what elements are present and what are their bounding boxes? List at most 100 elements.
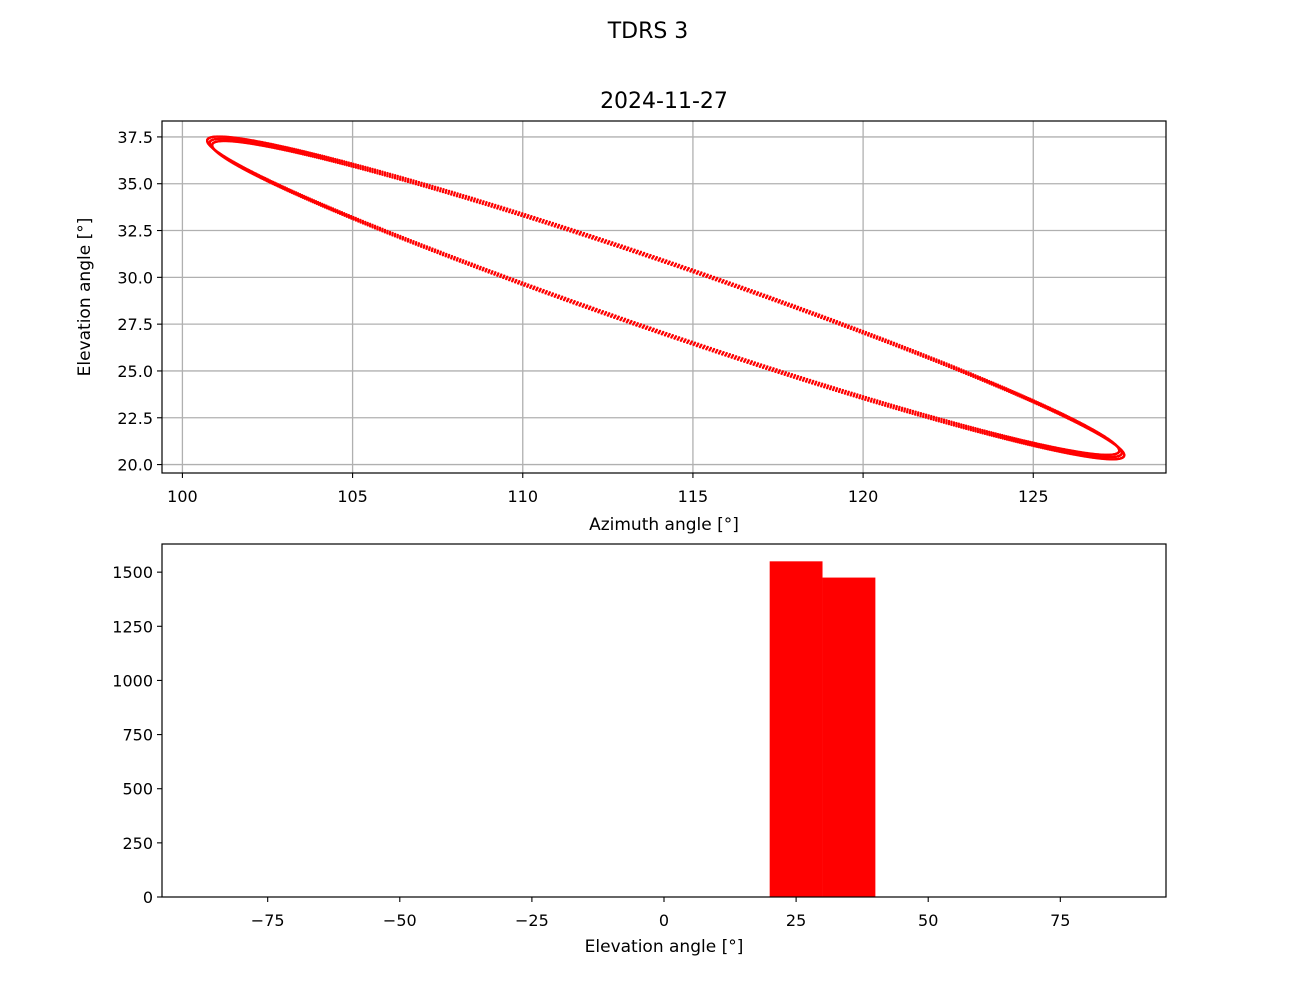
scatter-point: [897, 346, 901, 349]
scatter-point: [901, 406, 904, 409]
histogram-x-tick-label: −50: [383, 911, 417, 930]
scatter-point: [790, 373, 794, 376]
scatter-point: [1016, 394, 1019, 397]
scatter-point: [1005, 434, 1008, 438]
scatter-point: [670, 263, 673, 267]
scatter-point: [994, 432, 997, 435]
scatter-point: [484, 203, 487, 207]
scatter-point: [853, 392, 856, 395]
scatter-point: [401, 179, 404, 182]
scatter-point: [497, 272, 500, 275]
scatter-point: [450, 254, 454, 258]
scatter-point: [334, 161, 337, 164]
scatter-point: [690, 340, 694, 343]
scatter-point: [731, 354, 735, 357]
scatter-point: [682, 268, 686, 271]
scatter-point: [755, 293, 758, 296]
scatter-point: [306, 196, 310, 199]
scatter-point: [733, 285, 736, 289]
scatter-point: [512, 277, 515, 281]
scatter-point: [1009, 436, 1012, 439]
scatter-point: [419, 184, 423, 187]
scatter-point: [921, 355, 925, 358]
scatter-point: [307, 154, 310, 157]
scatter-point: [832, 386, 836, 389]
scatter-point: [840, 324, 844, 327]
scatter-point: [294, 191, 298, 194]
scatter-point: [551, 292, 555, 295]
scatter-point: [592, 306, 595, 310]
scatter-point: [644, 255, 648, 258]
scatter-point: [509, 276, 512, 280]
scatter-point: [447, 253, 451, 257]
scatter-point: [515, 278, 518, 282]
scatter-point: [834, 322, 838, 325]
scatter-point: [1010, 391, 1013, 395]
scatter-point: [761, 295, 765, 299]
scatter-point: [313, 155, 316, 159]
scatter-point: [789, 305, 792, 309]
scatter-point: [467, 198, 470, 201]
scatter-point: [386, 229, 389, 233]
scatter-point: [309, 155, 312, 158]
scatter-point: [855, 329, 858, 333]
scatter-point: [423, 244, 426, 247]
scatter-point: [873, 398, 876, 401]
scatter-point: [559, 227, 563, 230]
scatter-point: [930, 414, 933, 418]
scatter-point: [479, 265, 482, 269]
scatter-point: [586, 304, 589, 307]
scatter-point: [909, 408, 912, 412]
scatter-point: [976, 427, 979, 431]
scatter-point: [316, 200, 320, 204]
histogram-x-tick-label: −75: [251, 911, 285, 930]
scatter-point: [584, 235, 588, 238]
scatter-point: [417, 183, 420, 187]
scatter-point: [368, 170, 372, 173]
scatter-point: [521, 281, 524, 284]
scatter-point: [905, 349, 909, 352]
scatter-point: [333, 208, 337, 211]
scatter-point: [323, 158, 327, 161]
scatter-point: [487, 204, 490, 207]
scatter-point: [404, 180, 407, 183]
scatter-point: [835, 387, 839, 390]
scatter-point: [298, 152, 301, 155]
scatter-point: [579, 302, 583, 305]
scatter-point: [321, 202, 324, 206]
scatter-point: [625, 248, 629, 252]
scatter-point: [952, 421, 956, 424]
scatter-y-label: Elevation angle [°]: [75, 218, 95, 377]
scatter-point: [354, 166, 358, 169]
scatter-title: 2024-11-27: [600, 89, 728, 114]
scatter-point: [565, 229, 569, 232]
scatter-point: [299, 152, 303, 156]
scatter-point: [378, 172, 382, 176]
scatter-point: [1011, 436, 1014, 439]
scatter-point: [393, 177, 397, 180]
scatter-point: [997, 386, 1000, 389]
scatter-x-tick-label: 120: [848, 487, 879, 506]
scatter-point: [886, 341, 890, 345]
scatter-point: [438, 190, 442, 193]
scatter-point: [417, 242, 421, 245]
scatter-grid: [162, 121, 1166, 473]
scatter-point: [687, 339, 690, 342]
scatter-point: [870, 397, 873, 400]
scatter-point: [628, 249, 632, 253]
scatter-point: [892, 404, 896, 407]
histogram-y-tick-label: 1500: [112, 563, 153, 582]
scatter-point: [658, 329, 662, 333]
histogram-y-tick-label: 1250: [112, 617, 153, 636]
scatter-point: [578, 233, 581, 236]
scatter-point: [812, 379, 815, 383]
scatter-point: [847, 390, 850, 394]
scatter-point: [383, 174, 387, 177]
scatter-point: [781, 370, 785, 373]
scatter-point: [957, 422, 961, 425]
scatter-point: [747, 359, 750, 362]
scatter-point: [283, 186, 287, 189]
scatter-point: [575, 232, 578, 235]
scatter-point: [1043, 406, 1046, 409]
scatter-point: [950, 366, 953, 370]
